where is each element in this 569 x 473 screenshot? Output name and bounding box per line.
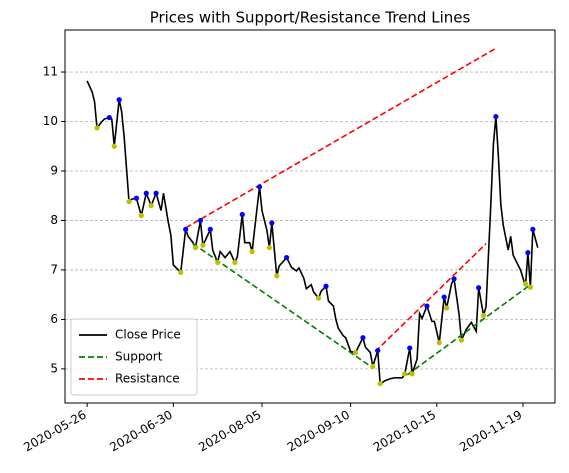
extremum-point — [197, 217, 204, 224]
trend-line — [192, 243, 374, 369]
extremum-point — [441, 294, 447, 300]
extremum-point — [106, 114, 112, 121]
extremum-point — [323, 283, 329, 289]
extremum-point — [178, 269, 184, 276]
extremum-point — [143, 190, 149, 196]
y-tick-label: 7 — [50, 262, 58, 276]
x-tick-label: 2020-05-26 — [21, 407, 88, 454]
y-tick-label: 8 — [50, 213, 58, 227]
extremum-point — [352, 349, 359, 356]
extremum-point — [274, 273, 280, 279]
extremum-point — [256, 184, 263, 190]
extremum-point — [269, 220, 275, 226]
y-tick-label: 9 — [50, 163, 58, 177]
extremum-point — [522, 281, 529, 287]
extremum-point — [360, 335, 366, 341]
extremum-point — [525, 250, 531, 256]
extremum-point — [424, 303, 430, 309]
trend-line — [374, 243, 487, 353]
x-tick-label: 2020-06-30 — [107, 407, 174, 454]
x-tick-label: 2020-10-15 — [371, 407, 438, 454]
extremum-point — [316, 295, 322, 301]
extremum-point — [527, 284, 533, 290]
extremum-point — [409, 371, 415, 377]
plot-frame — [64, 29, 556, 404]
extremum-point — [480, 312, 487, 319]
extremum-point — [200, 242, 206, 248]
trend-line — [185, 47, 497, 229]
price-line — [86, 80, 539, 386]
extremum-point — [436, 340, 442, 346]
extremum-point — [133, 195, 140, 201]
legend-box — [70, 318, 198, 396]
extremum-point — [476, 285, 482, 291]
extremum-point — [183, 226, 189, 232]
x-tick-label: 2020-11-19 — [457, 407, 524, 454]
extremum-point — [239, 211, 245, 218]
extremum-point — [232, 259, 238, 266]
extremum-point — [370, 363, 376, 369]
extremum-point — [444, 305, 450, 311]
legend-label: Close Price — [115, 328, 181, 342]
extremum-point — [138, 212, 144, 219]
extremum-point — [451, 276, 457, 282]
extremum-point — [493, 113, 499, 120]
extremum-point — [148, 203, 154, 209]
extremum-point — [284, 254, 290, 261]
extremum-point — [94, 125, 100, 131]
extremum-point — [116, 97, 122, 103]
y-tick-label: 6 — [50, 312, 58, 326]
extremum-point — [153, 190, 159, 196]
extremum-point — [458, 337, 465, 343]
extremum-point — [377, 381, 383, 387]
extremum-point — [207, 226, 213, 232]
y-tick-label: 10 — [43, 114, 58, 128]
x-tick-label: 2020-08-05 — [196, 407, 263, 454]
y-tick-label: 5 — [50, 361, 58, 375]
legend-label: Resistance — [115, 372, 180, 386]
extremum-point — [126, 199, 132, 205]
extremum-point — [192, 245, 199, 251]
extremum-point — [402, 371, 408, 377]
x-tick-label: 2020-09-10 — [285, 407, 352, 454]
extremum-point — [111, 143, 117, 149]
extremum-point — [530, 226, 536, 232]
legend-label: Support — [115, 350, 163, 364]
chart-title: Prices with Support/Resistance Trend Lin… — [150, 9, 471, 27]
extremum-point — [249, 249, 255, 255]
extremum-point — [215, 259, 221, 266]
y-tick-label: 11 — [43, 65, 58, 79]
extremum-point — [375, 347, 381, 354]
extremum-point — [266, 245, 272, 251]
extremum-point — [407, 345, 413, 351]
trend-line — [406, 284, 531, 376]
